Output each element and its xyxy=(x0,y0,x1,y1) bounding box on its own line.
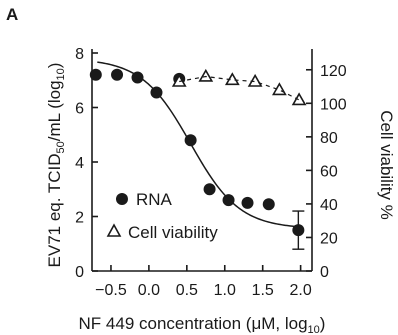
x-tick-label: 1.5 xyxy=(252,282,274,299)
cell-viability-point xyxy=(272,82,287,96)
cell-viability-line xyxy=(179,75,300,101)
x-tick-label: 0.5 xyxy=(176,282,198,299)
y-right-tick-label: 40 xyxy=(320,197,338,214)
x-tick-label: 0.0 xyxy=(138,282,160,299)
legend-viability-marker xyxy=(106,223,122,237)
y-right-tick-label: 100 xyxy=(320,96,347,113)
fit-curve xyxy=(97,61,301,228)
y-axis-left-label: EV71 eq. TCID50/mL (log10) xyxy=(45,63,67,268)
x-tick-label: −0.5 xyxy=(95,282,127,299)
y-axis-right-label: Cell viability % xyxy=(377,110,396,220)
legend-viability-label: Cell viability xyxy=(128,223,218,242)
rna-point xyxy=(241,196,254,209)
cell-viability-point xyxy=(291,92,307,106)
y-left-tick-label: 8 xyxy=(75,46,84,63)
legend-rna-label: RNA xyxy=(136,190,173,209)
rna-point xyxy=(111,68,124,81)
y-left-tick-label: 0 xyxy=(75,264,84,281)
y-left-tick-label: 4 xyxy=(75,155,84,172)
x-tick-label: 2.0 xyxy=(289,282,311,299)
rna-point xyxy=(292,224,305,237)
rna-point xyxy=(203,183,216,196)
y-right-tick-label: 80 xyxy=(320,130,338,147)
rna-point xyxy=(131,71,144,84)
rna-point xyxy=(222,194,235,207)
cell-viability-point xyxy=(198,68,214,82)
y-right-tick-label: 20 xyxy=(320,230,338,247)
y-left-tick-label: 2 xyxy=(75,210,84,227)
y-left-tick-label: 6 xyxy=(75,101,84,118)
x-tick-label: 1.0 xyxy=(214,282,236,299)
y-right-tick-label: 60 xyxy=(320,163,338,180)
y-right-tick-label: 0 xyxy=(320,264,329,281)
rna-point xyxy=(89,68,102,81)
rna-point xyxy=(184,134,197,147)
rna-point xyxy=(262,198,275,211)
panel-label: A xyxy=(6,5,18,24)
y-right-tick-label: 120 xyxy=(320,63,347,80)
rna-point xyxy=(150,86,163,99)
legend-rna-marker xyxy=(116,193,128,205)
x-axis-label: NF 449 concentration (μM, log10) xyxy=(79,314,326,335)
